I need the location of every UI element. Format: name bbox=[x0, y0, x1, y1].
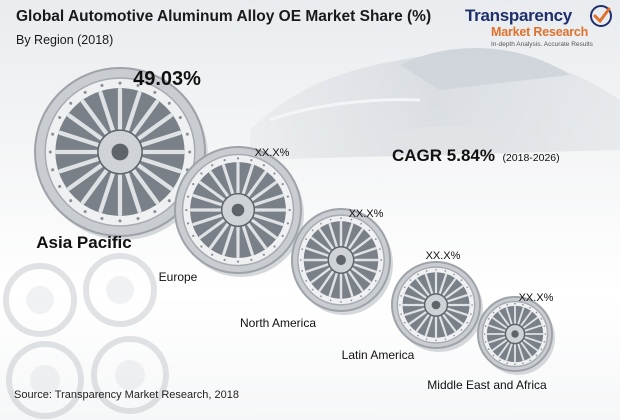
wheel-mark-asia-pacific bbox=[34, 67, 208, 240]
value-label: XX.X% bbox=[255, 147, 290, 159]
value-label: XX.X% bbox=[519, 292, 554, 304]
logo-text-line1: Transparency bbox=[465, 6, 572, 25]
wheel-mark-europe bbox=[174, 146, 304, 277]
category-label: Middle East and Africa bbox=[427, 378, 547, 392]
logo-tagline: In-depth Analysis. Accurate Results bbox=[491, 41, 593, 48]
category-label: Europe bbox=[159, 270, 198, 284]
car-background-image bbox=[250, 48, 620, 160]
cagr-period: (2018-2026) bbox=[502, 152, 560, 164]
checkmark-icon bbox=[590, 5, 612, 27]
stacked-wheels-background-image bbox=[3, 253, 169, 419]
wheel-mark-middle-east-and-africa bbox=[477, 296, 555, 375]
value-label: 49.03% bbox=[133, 68, 201, 90]
chart-subtitle: By Region (2018) bbox=[16, 33, 114, 47]
value-label: XX.X% bbox=[349, 208, 384, 220]
cagr-annotation: CAGR 5.84% (2018-2026) bbox=[392, 146, 560, 166]
source-note: Source: Transparency Market Research, 20… bbox=[14, 389, 240, 401]
wheel-mark-latin-america bbox=[391, 261, 483, 352]
company-logo: Transparency Market Research In-depth An… bbox=[465, 5, 615, 56]
wheel-mark-north-america bbox=[291, 208, 393, 315]
value-label: XX.X% bbox=[426, 250, 461, 262]
cagr-value: CAGR 5.84% bbox=[392, 146, 495, 165]
category-label: North America bbox=[240, 316, 316, 330]
category-label: Asia Pacific bbox=[36, 233, 131, 252]
logo-text-line2: Market Research bbox=[491, 25, 589, 39]
category-label: Latin America bbox=[342, 348, 415, 362]
chart-title: Global Automotive Aluminum Alloy OE Mark… bbox=[16, 8, 432, 25]
